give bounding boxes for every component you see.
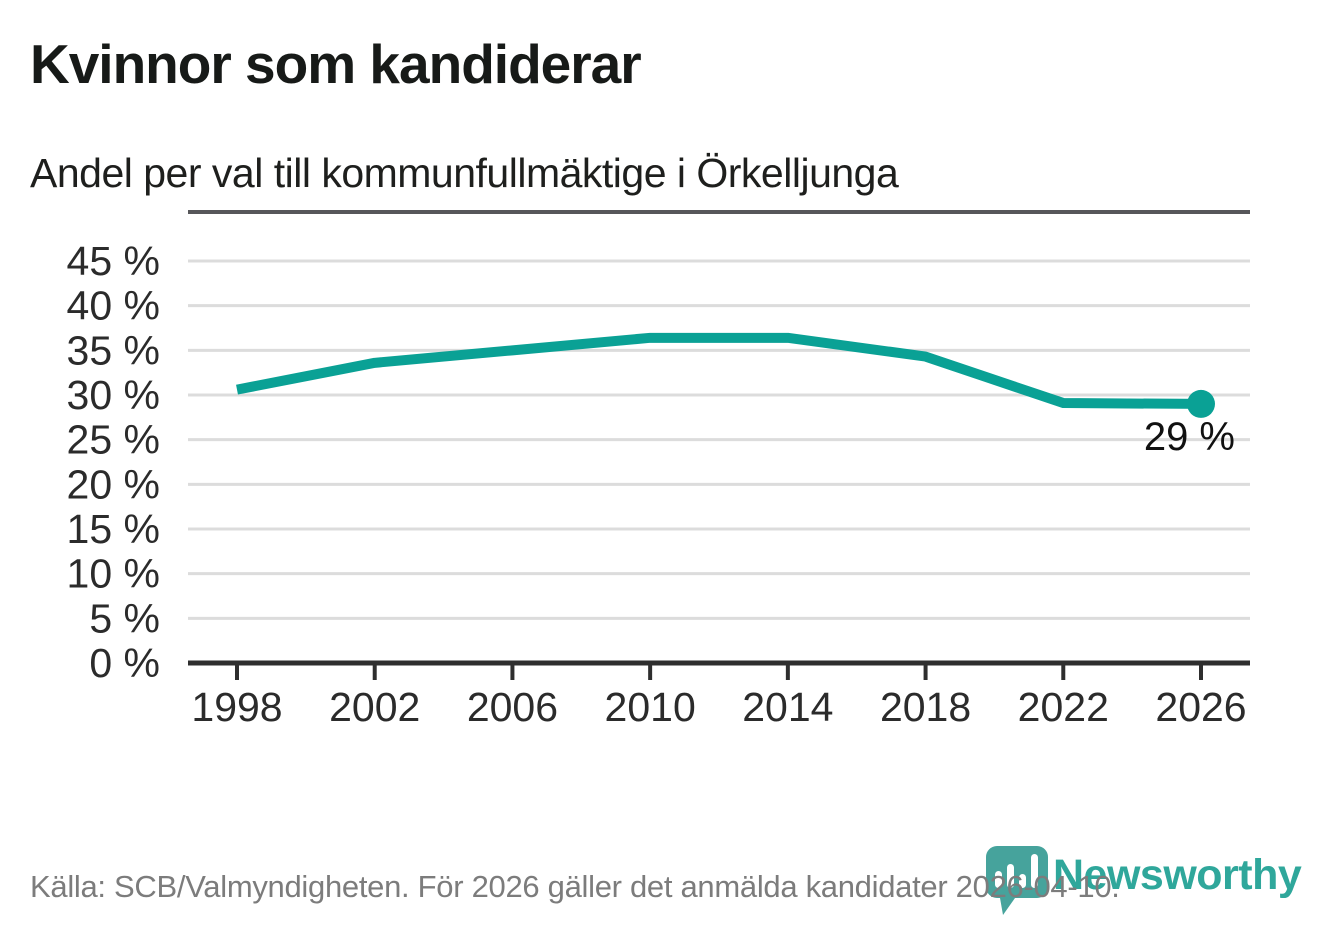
y-tick-label: 30 % — [67, 372, 160, 418]
series-end-dot — [1187, 389, 1215, 418]
y-tick-label: 40 % — [67, 283, 160, 329]
x-tick-label: 2026 — [1155, 684, 1246, 730]
series-line — [236, 332, 1202, 409]
end-value-label: 29 % — [1144, 415, 1235, 459]
newsworthy-logo: Newsworthy — [983, 843, 1303, 923]
y-tick-label: 25 % — [67, 417, 160, 463]
x-tick-label: 2006 — [467, 684, 558, 730]
y-tick-label: 45 % — [67, 238, 160, 284]
source-note: Källa: SCB/Valmyndigheten. För 2026 gäll… — [30, 869, 1120, 904]
newsworthy-pin-icon — [986, 846, 1048, 915]
y-tick-label: 10 % — [67, 551, 160, 597]
x-tick-label: 1998 — [191, 684, 282, 730]
y-tick-label: 35 % — [67, 327, 160, 373]
x-tick-label: 2002 — [329, 684, 420, 730]
y-tick-label: 20 % — [67, 461, 160, 507]
x-tick-label: 2014 — [742, 684, 833, 730]
x-tick-label: 2010 — [605, 684, 696, 730]
y-tick-label: 0 % — [89, 640, 160, 686]
y-tick-label: 15 % — [67, 506, 160, 552]
newsworthy-wordmark: Newsworthy — [1053, 851, 1302, 899]
page-title: Kvinnor som kandiderar — [30, 33, 642, 95]
y-tick-label: 5 % — [89, 595, 160, 641]
x-tick-label: 2018 — [880, 684, 971, 730]
chart-subtitle: Andel per val till kommunfullmäktige i Ö… — [30, 150, 899, 196]
x-tick-label: 2022 — [1018, 684, 1109, 730]
header-divider — [188, 210, 1250, 214]
